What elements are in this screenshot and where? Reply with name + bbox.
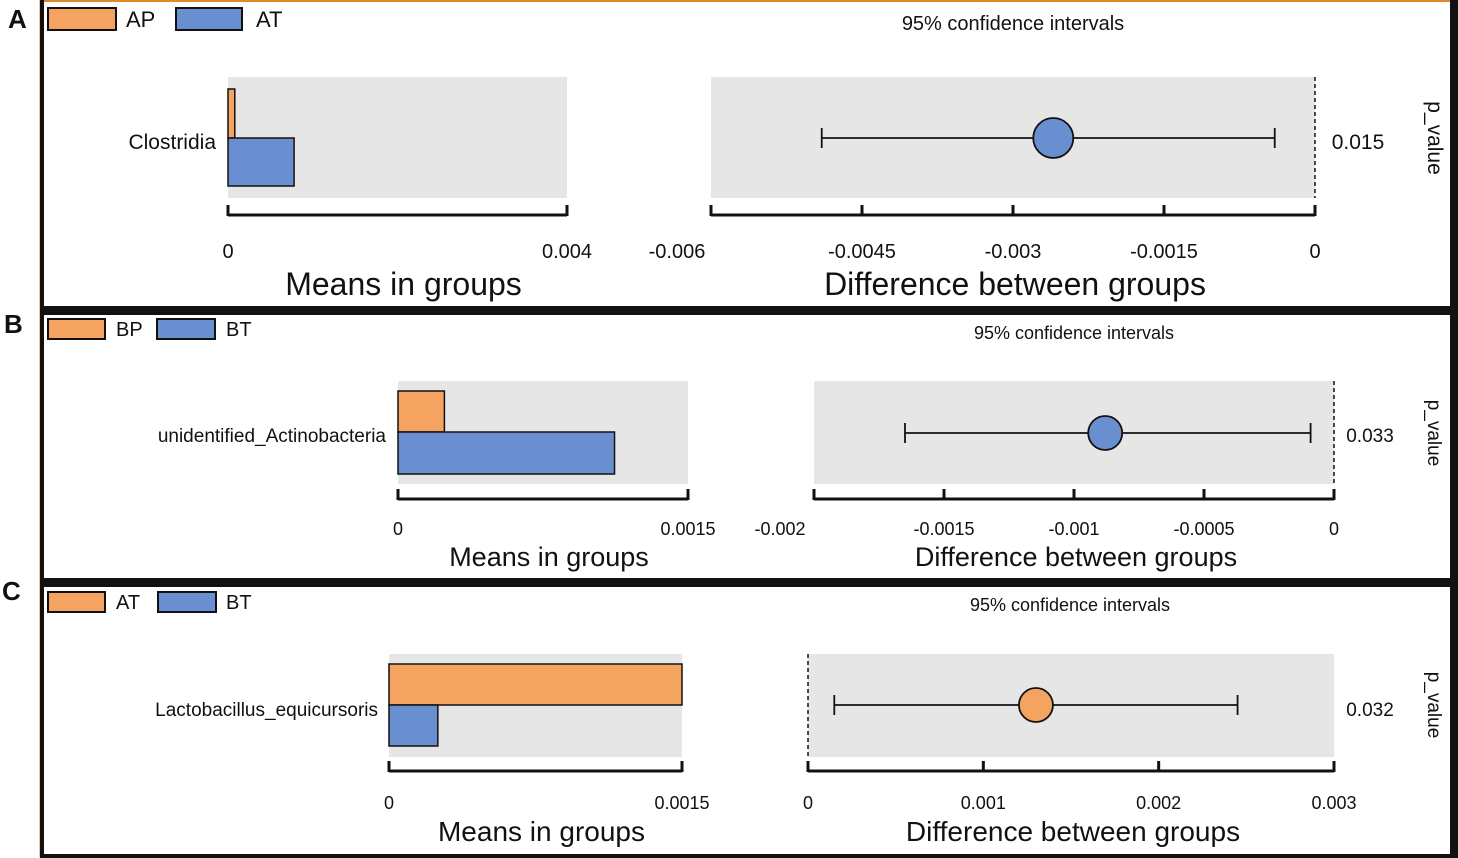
legend-label: AP [126, 7, 155, 32]
ci-title: 95% confidence intervals [974, 323, 1174, 343]
difference-axis-title: Difference between groups [906, 816, 1240, 847]
means-axis-title: Means in groups [438, 816, 645, 847]
means-axis-title: Means in groups [449, 542, 649, 572]
difference-tick-label: -0.0015 [1130, 241, 1198, 263]
legend-swatch [157, 591, 217, 613]
difference-tick-label: -0.0015 [913, 519, 974, 539]
legend-swatch [175, 7, 243, 31]
panel-label: C [2, 576, 21, 606]
means-axis-title: Means in groups [285, 266, 522, 302]
p-value: 0.032 [1346, 700, 1394, 721]
p-value: 0.033 [1346, 426, 1394, 447]
panel-b: B BP BT 95% confidence intervals unidentifie… [4, 309, 1444, 572]
bar-bt [388, 704, 439, 747]
difference-tick-label: -0.002 [754, 519, 805, 539]
means-tick-label: 0.0015 [660, 519, 715, 539]
difference-tick-label: -0.0005 [1173, 519, 1234, 539]
difference-tick-label: 0.002 [1136, 793, 1181, 813]
legend-swatch [47, 318, 106, 340]
legend-label: BT [226, 319, 252, 341]
feature-label: unidentified_Actinobacteria [158, 426, 387, 447]
legend-swatch [156, 318, 216, 340]
feature-label: Clostridia [128, 131, 216, 154]
difference-tick-label: -0.001 [1048, 519, 1099, 539]
ci-title: 95% confidence intervals [902, 13, 1124, 35]
difference-tick-label: -0.003 [985, 241, 1042, 263]
legend-label: BT [226, 592, 252, 614]
estimate-point [1018, 687, 1054, 723]
difference-tick-label: 0.003 [1311, 793, 1356, 813]
legend-swatch [47, 591, 106, 613]
panel-divider [40, 306, 1458, 315]
difference-tick-label: 0.001 [961, 793, 1006, 813]
difference-tick-label: 0 [803, 793, 813, 813]
bar-bp [397, 390, 446, 433]
difference-axis-title: Difference between groups [824, 266, 1206, 302]
feature-label: Lactobacillus_equicursoris [155, 700, 378, 721]
panel-a: A AP AT 95% confidence intervals Clostridia 0… [8, 4, 1446, 302]
panel-c: C AT BT 95% confidence intervals Lactobacill… [2, 576, 1444, 847]
bar-ap [227, 88, 236, 139]
frame-right [1450, 0, 1458, 858]
frame-bottom [40, 854, 1458, 858]
legend-swatch [47, 7, 117, 31]
difference-tick-label: -0.006 [649, 241, 706, 263]
bar-at [388, 663, 683, 706]
legend-label: BP [116, 319, 143, 341]
means-tick-label: 0 [384, 793, 394, 813]
ci-title: 95% confidence intervals [970, 595, 1170, 615]
legend-label: AT [256, 7, 282, 32]
p-value-axis-label: p_value [1423, 101, 1446, 175]
legend-label: AT [116, 592, 140, 614]
difference-axis-title: Difference between groups [915, 542, 1237, 572]
p-value-axis-label: p_value [1423, 672, 1444, 739]
means-tick-label: 0.004 [542, 241, 592, 263]
difference-tick-label: 0 [1309, 241, 1320, 263]
means-tick-label: 0 [222, 241, 233, 263]
bar-at [227, 137, 295, 187]
estimate-point [1032, 117, 1075, 159]
panel-label: A [8, 4, 27, 34]
panel-divider [40, 578, 1458, 587]
p-value: 0.015 [1332, 131, 1385, 154]
means-tick-label: 0 [393, 519, 403, 539]
p-value-axis-label: p_value [1423, 400, 1444, 467]
difference-tick-label: 0 [1329, 519, 1339, 539]
panel-label: B [4, 309, 23, 339]
frame-left [40, 0, 44, 858]
means-tick-label: 0.0015 [654, 793, 709, 813]
bar-bt [397, 431, 616, 475]
difference-tick-label: -0.0045 [828, 241, 896, 263]
estimate-point [1087, 415, 1124, 451]
